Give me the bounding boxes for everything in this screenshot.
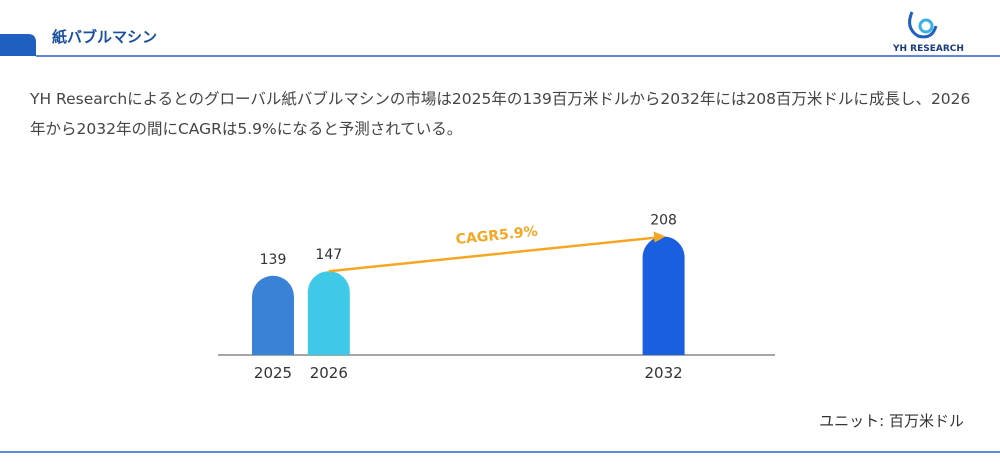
logo-icon [908,11,938,39]
value-label: 208 [650,212,677,228]
value-label: 147 [315,247,342,263]
cagr-label: CAGR5.9% [455,224,538,248]
bar [307,271,350,355]
cagr-arrowhead [653,231,666,243]
header-tab [0,34,36,56]
x-tick-label: 2026 [310,364,348,382]
logo-text: YH RESEARCH [893,44,964,54]
header-title: 紙バブルマシン [52,28,158,46]
bar [642,236,685,355]
description: YH Researchによるとのグローバル紙バブルマシンの市場は2025年の13… [30,90,971,138]
x-tick-label: 2025 [254,364,292,382]
x-tick-label: 2032 [645,364,683,382]
value-label: 139 [260,252,287,268]
cagr-arrow [328,236,658,273]
unit-label: ユニット: 百万米ドル [819,412,964,430]
bar [252,275,294,355]
